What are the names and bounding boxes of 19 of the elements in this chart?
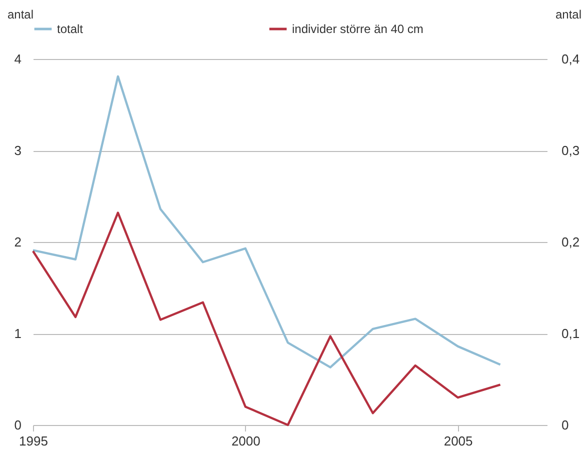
x-tick-label: 2000	[231, 434, 260, 448]
line-series	[32, 75, 502, 368]
x-tick-label: 1995	[19, 434, 48, 448]
y2-tick-label: 0,3	[562, 143, 580, 158]
y2-axis-title: antal	[556, 8, 582, 22]
y2-tick-label: 0	[562, 418, 569, 432]
y2-tick-label: 0,2	[562, 234, 580, 250]
y2-tick-label: 0,1	[562, 326, 580, 341]
y-axis-title: antal	[7, 8, 34, 22]
y-tick-label: 4	[14, 52, 22, 66]
y-tick-label: 2	[14, 234, 22, 250]
line-series	[32, 212, 502, 426]
y-tick-label: 3	[14, 143, 22, 158]
legend-label: individer större än 40 cm	[292, 22, 424, 36]
x-tick-label: 2005	[444, 434, 473, 448]
y-tick-label: 1	[14, 326, 22, 341]
y-tick-label: 0	[14, 418, 22, 432]
y2-tick-label: 0,4	[562, 52, 580, 66]
legend-label: totalt	[57, 22, 84, 36]
